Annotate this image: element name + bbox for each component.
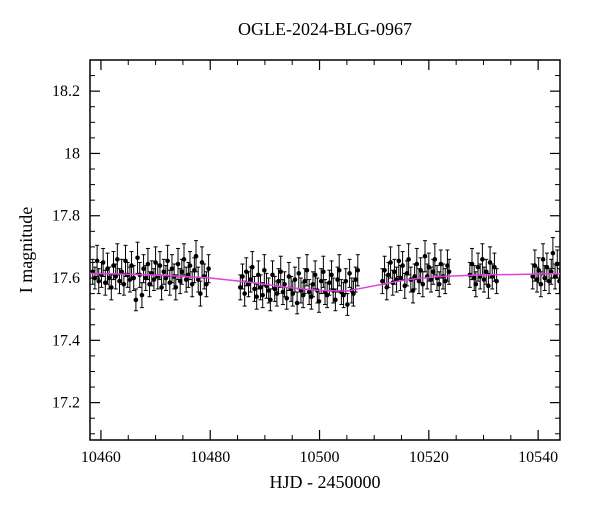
svg-text:I magnitude: I magnitude	[16, 207, 36, 293]
svg-text:10540: 10540	[518, 449, 558, 466]
svg-text:10520: 10520	[409, 449, 449, 466]
chart-container: 10460 10480 10500 10520 10540 17.2 17.4 17.6 17.…	[0, 0, 600, 512]
svg-text:17.4: 17.4	[52, 332, 80, 349]
svg-text:OGLE-2024-BLG-0967: OGLE-2024-BLG-0967	[238, 19, 412, 39]
svg-text:18: 18	[64, 145, 80, 162]
lightcurve-chart: 10460 10480 10500 10520 10540 17.2 17.4 17.6 17.…	[0, 0, 600, 512]
svg-text:10480: 10480	[190, 449, 230, 466]
svg-text:10460: 10460	[81, 449, 121, 466]
svg-text:HJD - 2450000: HJD - 2450000	[270, 472, 381, 492]
svg-text:17.2: 17.2	[52, 395, 80, 412]
svg-text:17.8: 17.8	[52, 208, 80, 225]
svg-text:18.2: 18.2	[52, 83, 80, 100]
svg-text:17.6: 17.6	[52, 270, 80, 287]
svg-text:10500: 10500	[300, 449, 340, 466]
